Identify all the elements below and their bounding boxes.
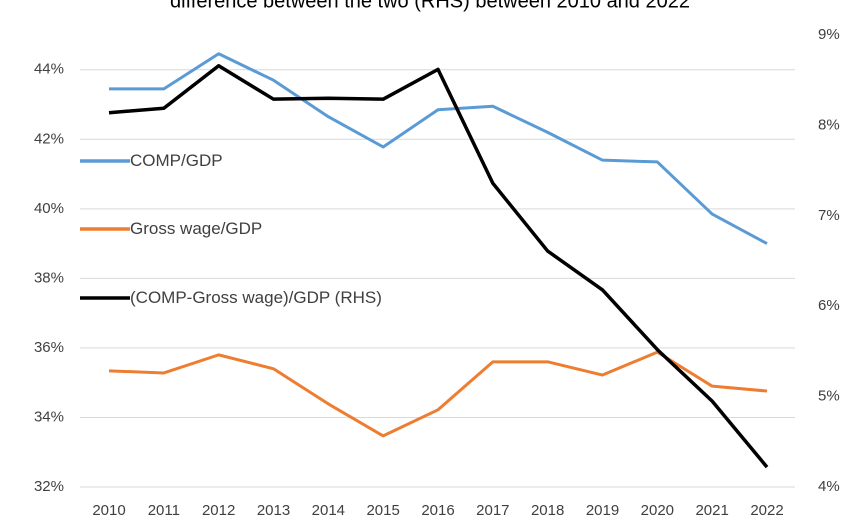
x-tick-label: 2015 bbox=[366, 502, 399, 519]
x-tick-label: 2010 bbox=[92, 502, 125, 519]
data-line bbox=[109, 52, 768, 245]
x-tick-label: 2022 bbox=[750, 502, 783, 519]
x-tick-label: 2019 bbox=[586, 502, 619, 519]
y-tick-label: 40% bbox=[34, 200, 64, 217]
y-tick-label: 36% bbox=[34, 339, 64, 356]
chart-title: difference between the two (RHS) between… bbox=[170, 0, 690, 12]
y-tick-label: 32% bbox=[34, 478, 64, 495]
y2-tick-label: 5% bbox=[818, 388, 840, 405]
x-tick-label: 2017 bbox=[476, 502, 509, 519]
x-tick-label: 2011 bbox=[148, 502, 180, 519]
y2-tick-label: 8% bbox=[818, 116, 840, 133]
y2-tick-label: 6% bbox=[818, 297, 840, 314]
x-tick-label: 2016 bbox=[421, 502, 454, 519]
y2-tick-label: 9% bbox=[818, 26, 840, 43]
y-tick-label: 42% bbox=[34, 130, 64, 147]
x-tick-label: 2020 bbox=[641, 502, 674, 519]
x-tick-label: 2018 bbox=[531, 502, 564, 519]
legend-label: (COMP-Gross wage)/GDP (RHS) bbox=[130, 288, 382, 307]
x-tick-label: 2012 bbox=[202, 502, 235, 519]
legend-label: COMP/GDP bbox=[130, 151, 223, 170]
y2-tick-label: 7% bbox=[818, 207, 840, 224]
legend-label: Gross wage/GDP bbox=[130, 219, 263, 238]
data-line bbox=[108, 350, 768, 438]
x-tick-label: 2013 bbox=[257, 502, 290, 519]
y2-tick-label: 4% bbox=[818, 478, 840, 495]
y-tick-label: 44% bbox=[34, 61, 64, 78]
x-tick-label: 2014 bbox=[312, 502, 345, 519]
y-tick-label: 34% bbox=[34, 408, 64, 425]
y-tick-label: 38% bbox=[34, 269, 64, 286]
data-line bbox=[108, 63, 769, 469]
x-tick-label: 2021 bbox=[695, 502, 728, 519]
